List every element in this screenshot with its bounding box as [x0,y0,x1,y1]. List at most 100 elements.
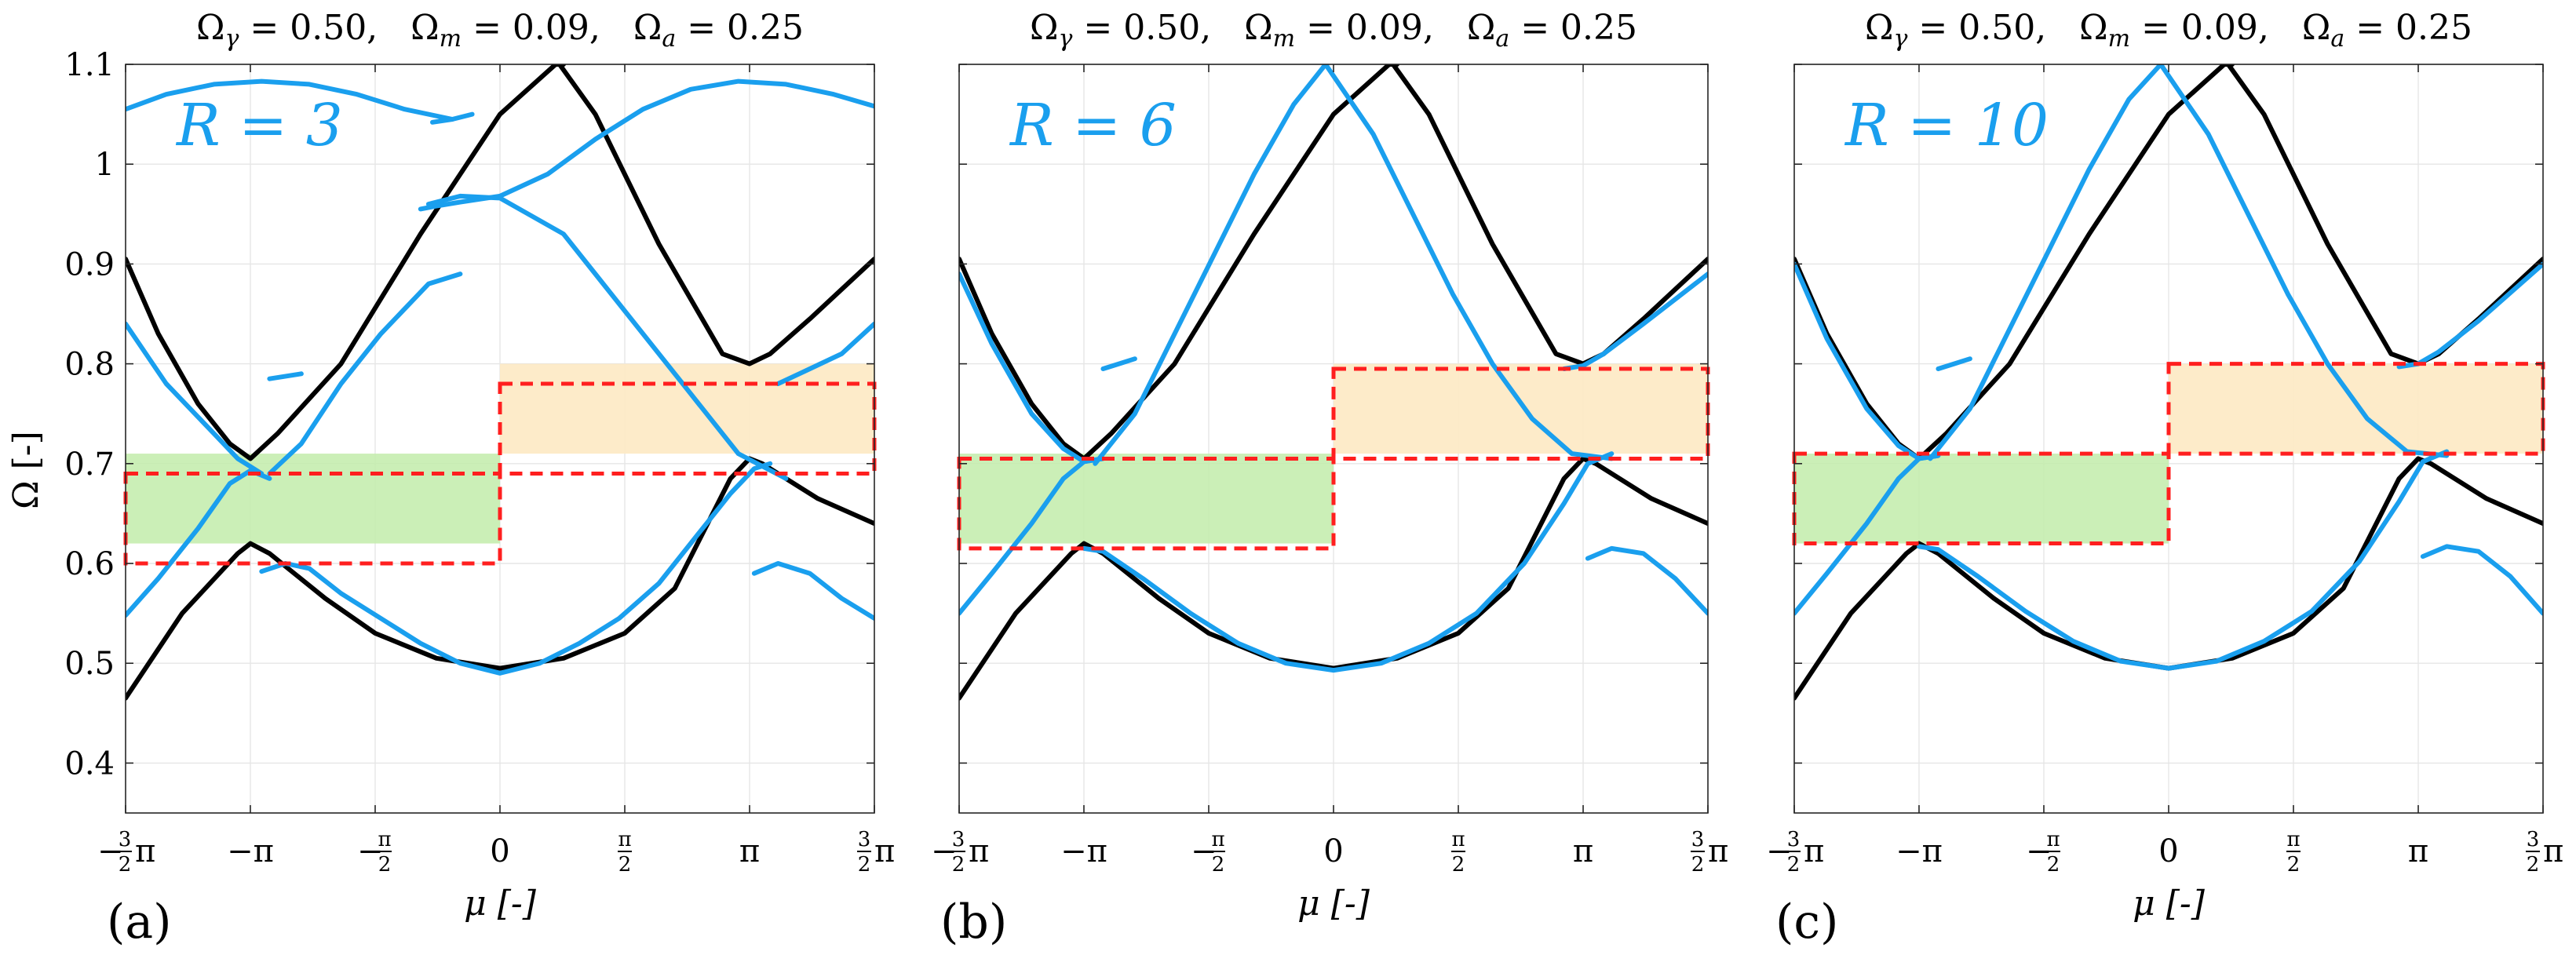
series-black-upper-right [556,64,874,366]
y-tick-label: 0.4 [64,745,115,782]
orange-band [1334,363,1708,454]
r-label: R = 10 [1844,92,2049,159]
green-band [126,454,500,544]
series-blue-upper-right [2396,261,2543,370]
r-label: R = 3 [175,92,343,159]
y-tick-label: 0.9 [64,246,115,283]
x-tick-sym: π [1708,833,1728,869]
x-tick-den: 2 [2287,853,2301,877]
orange-band [2169,363,2543,454]
x-tick-num: 3 [119,828,132,851]
orange-band [500,363,874,454]
series-blue-upper-right [1561,272,1708,371]
x-axis-label: μ [-] [2133,884,2206,924]
x-tick-sym: π [2543,833,2563,869]
series-black-upper-left [1794,64,2235,461]
panel-title: Ωγ = 0.50, Ωm = 0.09, Ωa = 0.25 [1865,8,2472,53]
panel-letter: (a) [107,895,172,950]
x-tick-label: 32 π [2526,828,2563,877]
y-tick-label: 0.8 [64,347,115,383]
x-tick-label-text: 0 [490,833,509,869]
x-tick-label-text: 0 [2158,833,2178,869]
plot-area [959,64,1708,701]
series-blue-lower-right [751,561,874,621]
x-tick-den: 2 [2047,853,2060,877]
x-tick-label: π [2408,833,2428,869]
plot-area [1794,64,2543,701]
x-tick-den: 2 [378,853,392,877]
series-blue-lower-center [1082,451,1615,673]
x-tick-num: π [378,828,391,851]
x-tick-label: π [1573,833,1593,869]
y-tick-label: 0.5 [64,646,115,682]
x-tick-label: π2 [2286,828,2301,877]
y-tick-label: 1.1 [64,47,115,83]
y-axis-label: Ω [-] [6,431,46,509]
x-tick-label: −π [1896,833,1943,869]
series-blue-island [1936,356,1972,371]
series-blue-mid-1 [126,321,265,476]
x-tick-label: 0 [2158,833,2178,869]
x-tick-num: π [2286,828,2300,851]
x-tick-num: π [2046,828,2060,851]
x-tick-sym: π [1804,833,1824,869]
series-blue-lower-center [259,461,773,676]
x-tick-label: −π2 [1191,828,1225,877]
x-tick-sym: π [135,833,155,869]
x-tick-num: 3 [1787,828,1801,851]
series-blue-lower-left [1794,453,1941,616]
x-tick-label: π2 [1451,828,1466,877]
panel-title: Ωγ = 0.50, Ωm = 0.09, Ωa = 0.25 [1030,8,1637,53]
x-tick-label: −π2 [357,828,392,877]
x-tick-sym: π [874,833,895,869]
x-tick-label: −32 π [931,828,989,877]
series-blue-mid-1b [267,272,463,476]
series-blue-lower-left [959,456,1106,616]
series-blue-mid-2 [425,193,789,481]
x-tick-label: −32 π [1766,828,1824,877]
x-axis-label: μ [-] [1297,884,1370,924]
panel-a: 0.40.50.60.70.80.911.1−32 π −π −π2 0 π2 π 32 πμ … [6,8,895,950]
plot-area [126,64,874,701]
x-tick-label: −π [1060,833,1107,869]
green-band [959,454,1334,544]
x-tick-den: 2 [858,853,871,877]
x-tick-den: 2 [1452,853,1465,877]
x-tick-label: 32 π [857,828,895,877]
x-tick-label-text: π [2408,833,2428,869]
x-tick-den: 2 [1787,853,1801,877]
series-blue-upper-left [959,272,1106,465]
x-axis-label: μ [-] [464,884,537,924]
x-tick-num: 3 [1691,828,1705,851]
x-tick-num: π [618,828,631,851]
series-black-upper-right [2225,64,2543,366]
series-blue-lower-center [1917,449,2450,671]
x-tick-den: 2 [618,853,632,877]
panel-letter: (c) [1775,895,1838,950]
x-tick-num: π [1211,828,1224,851]
x-tick-num: 3 [858,828,871,851]
x-tick-num: 3 [2527,828,2540,851]
x-tick-den: 2 [119,853,132,877]
x-tick-den: 2 [952,853,965,877]
x-tick-label: 0 [1323,833,1343,869]
series-blue-lower-right [1585,545,1708,616]
x-tick-den: 2 [1691,853,1705,877]
y-tick-label: 0.7 [64,447,115,483]
series-black-upper-left [959,64,1399,461]
panel-title: Ωγ = 0.50, Ωm = 0.09, Ωa = 0.25 [196,8,804,53]
series-blue-rising [1093,64,1328,466]
series-blue-top-left-tail [430,111,475,125]
x-tick-label-text: −π [1896,833,1943,869]
panel-letter: (b) [940,895,1007,950]
panel-b: −32 π −π −π2 0 π2 π 32 πμ [-](b)R = 6Ωγ = 0.50, … [931,8,1728,950]
series-blue-top-right [418,78,874,212]
x-tick-label: −π [227,833,274,869]
series-blue-rising [1928,64,2163,461]
series-blue-upper-left [1794,261,1941,461]
x-tick-den: 2 [2527,853,2540,877]
x-tick-label: π2 [618,828,633,877]
series-blue-top-left [126,78,455,122]
series-blue-island [1100,356,1137,371]
